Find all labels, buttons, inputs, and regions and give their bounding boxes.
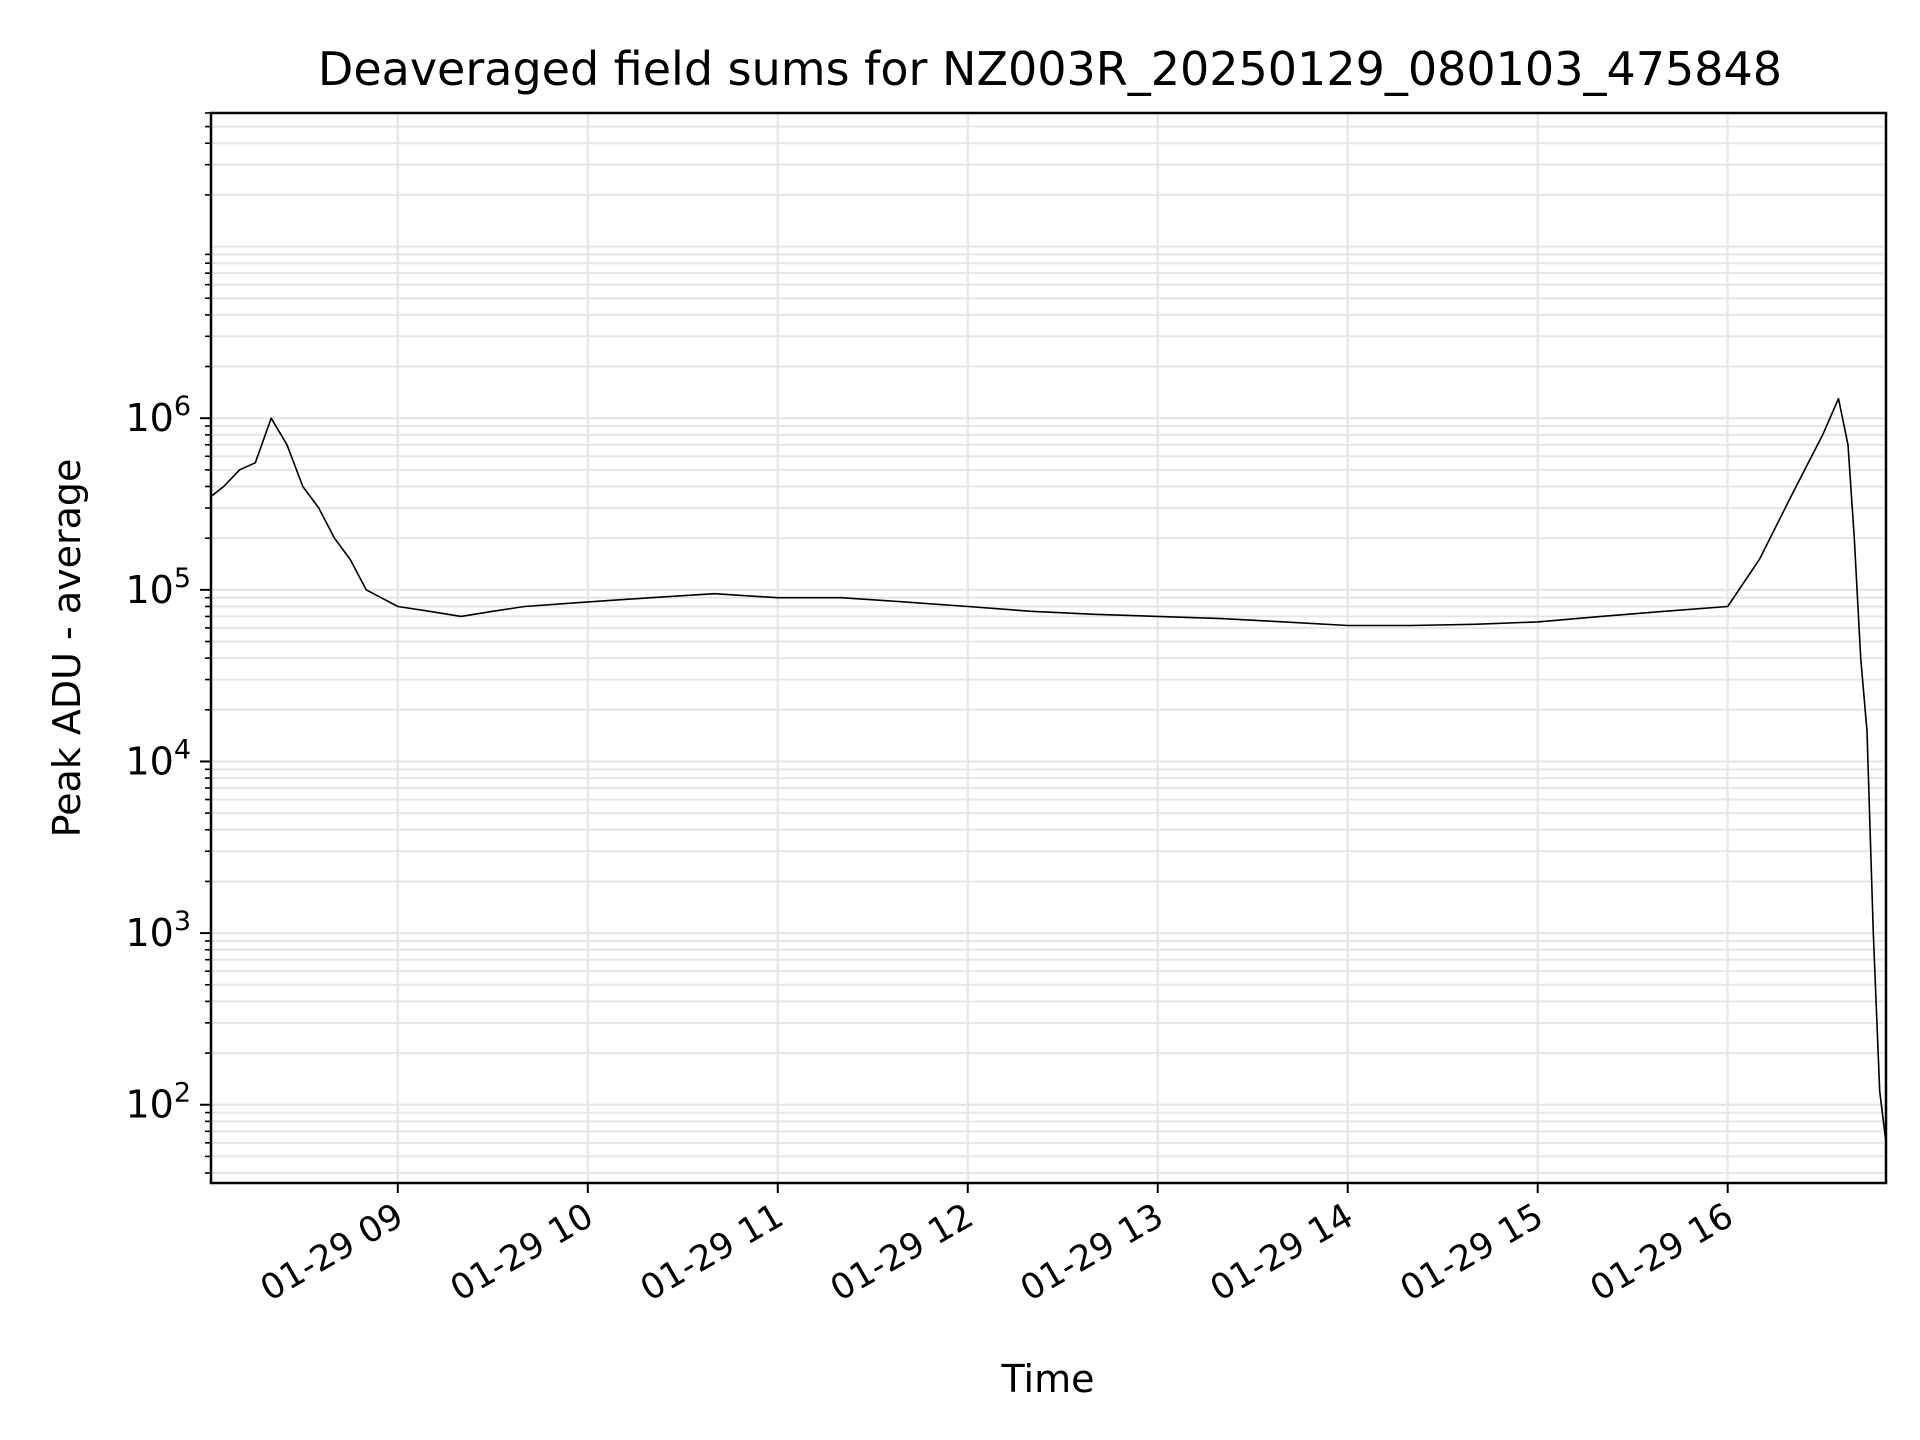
y-tick-label-base: 10	[125, 1083, 173, 1127]
y-tick-label: 106	[125, 391, 191, 440]
y-tick-label: 104	[125, 734, 191, 783]
y-tick-label-exponent: 4	[174, 734, 191, 765]
y-tick-label-exponent: 3	[174, 906, 191, 937]
data-series-line	[210, 397, 1887, 1143]
y-axis-label: Peak ADU - average	[45, 459, 89, 838]
y-tick-label-exponent: 6	[174, 391, 191, 422]
plot-frame	[209, 111, 1888, 1185]
y-tick-label: 102	[125, 1078, 191, 1127]
y-tick-label: 103	[125, 906, 191, 955]
y-tick-label-base: 10	[125, 739, 173, 783]
plot-area	[210, 397, 1887, 1143]
x-axis-label: Time	[1001, 1357, 1095, 1401]
y-tick-label-base: 10	[125, 911, 173, 955]
grid-lines	[211, 112, 1886, 1183]
y-tick-label-exponent: 2	[174, 1078, 191, 1109]
chart-title: Deaveraged field sums for NZ003R_2025012…	[318, 42, 1782, 96]
y-tick-label: 105	[125, 563, 191, 612]
y-tick-label-base: 10	[125, 396, 173, 440]
y-tick-label-exponent: 5	[174, 563, 191, 594]
y-tick-label-base: 10	[125, 568, 173, 612]
